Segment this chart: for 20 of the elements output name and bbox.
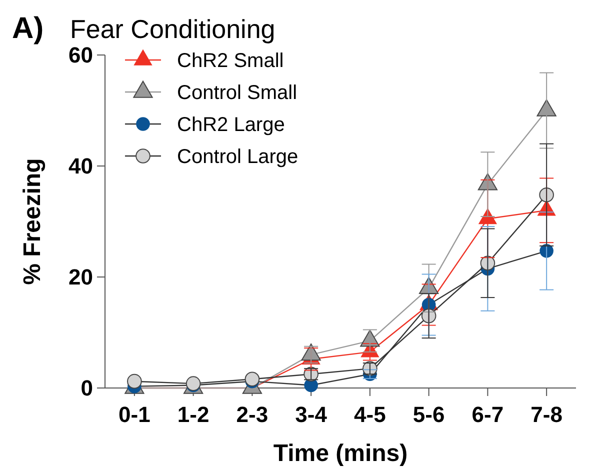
y-axis-title: % Freezing [19,158,46,285]
chart-title: Fear Conditioning [70,14,276,44]
x-tick-label: 1-2 [177,402,210,427]
legend-label: ChR2 Large [177,114,285,136]
y-tick-label: 0 [80,376,93,401]
x-axis-title: Time (mins) [273,440,408,467]
x-tick-label: 0-1 [118,402,150,427]
x-tick-label: 4-5 [354,402,386,427]
x-tick-label: 6-7 [472,402,504,427]
x-tick-label: 5-6 [412,402,445,427]
y-tick-label: 40 [68,154,93,179]
legend-label: Control Large [177,146,298,168]
text: A) [12,12,44,45]
y-tick-label: 20 [68,264,93,290]
x-tick-label: 3-4 [295,402,328,427]
legend-label: Control Small [177,82,298,104]
x-tick-label: 7-8 [530,402,562,427]
y-tick-label: 60 [68,42,93,68]
legend-label: ChR2 Small [177,50,284,72]
x-tick-label: 2-3 [236,402,268,427]
